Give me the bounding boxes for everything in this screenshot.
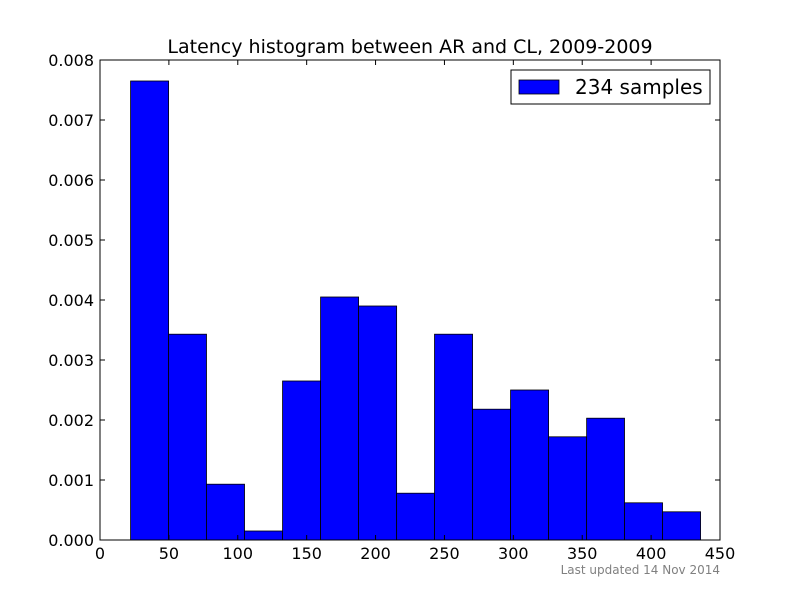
legend-swatch <box>518 79 560 95</box>
y-tick-label: 0.004 <box>48 291 94 310</box>
y-tick-label: 0.000 <box>48 531 94 550</box>
chart-title: Latency histogram between AR and CL, 200… <box>167 36 652 58</box>
x-tick-label: 300 <box>498 544 529 563</box>
y-tick-label: 0.005 <box>48 231 94 250</box>
histogram-bars <box>130 80 701 541</box>
histogram-bar <box>396 492 435 541</box>
y-tick-labels: 0.000 0.001 0.002 0.003 0.004 0.005 0.006 0.007… <box>48 51 94 550</box>
y-tick-label: 0.006 <box>48 171 94 190</box>
histogram-bar <box>206 483 245 541</box>
histogram-bar <box>472 408 511 541</box>
y-tick-label: 0.008 <box>48 51 94 70</box>
last-updated-footer: Last updated 14 Nov 2014 <box>561 563 720 577</box>
y-tick-label: 0.001 <box>48 471 94 490</box>
histogram-bar <box>244 530 283 541</box>
x-tick-label: 350 <box>567 544 598 563</box>
x-tick-label: 50 <box>159 544 179 563</box>
histogram-bar <box>168 333 207 541</box>
x-tick-label: 450 <box>705 544 736 563</box>
histogram-bar <box>510 389 550 541</box>
histogram-bar <box>320 296 360 541</box>
x-tick-label: 0 <box>95 544 105 563</box>
x-tick-label: 100 <box>223 544 254 563</box>
histogram-bar <box>358 305 398 541</box>
x-tick-labels: 0 50 100 150 200 250 300 350 400 450 <box>95 544 735 563</box>
histogram-bar <box>662 511 701 541</box>
x-tick-label: 400 <box>636 544 667 563</box>
y-tick-label: 0.003 <box>48 351 94 370</box>
histogram-bar <box>624 502 663 541</box>
y-tick-label: 0.002 <box>48 411 94 430</box>
histogram-bar <box>282 380 321 541</box>
x-tick-label: 250 <box>429 544 460 563</box>
histogram-bar <box>130 80 170 541</box>
histogram-bar <box>434 333 473 541</box>
x-tick-label: 150 <box>291 544 322 563</box>
histogram-bar <box>586 417 625 541</box>
x-tick-label: 200 <box>360 544 391 563</box>
legend: 234 samples <box>510 69 711 105</box>
y-tick-label: 0.007 <box>48 111 94 130</box>
legend-label: 234 samples <box>575 75 703 99</box>
histogram-bar <box>548 436 588 541</box>
axis-ticks <box>99 59 721 541</box>
